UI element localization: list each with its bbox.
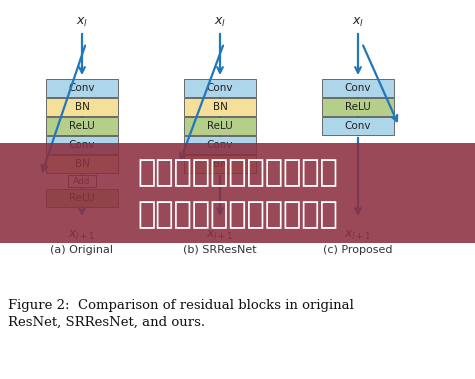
Text: Conv: Conv bbox=[69, 83, 95, 93]
Bar bbox=[322, 117, 394, 135]
Text: BN: BN bbox=[75, 159, 89, 169]
Bar bbox=[184, 136, 256, 154]
Text: BN: BN bbox=[213, 102, 228, 112]
Bar bbox=[46, 189, 118, 207]
Text: BN: BN bbox=[213, 159, 228, 169]
Bar bbox=[322, 79, 394, 97]
Text: ReLU: ReLU bbox=[345, 102, 371, 112]
Bar bbox=[184, 98, 256, 116]
Text: ReLU: ReLU bbox=[207, 121, 233, 131]
Bar bbox=[46, 117, 118, 135]
Text: Conv: Conv bbox=[345, 83, 371, 93]
Bar bbox=[46, 98, 118, 116]
Bar bbox=[0, 143, 475, 243]
Bar bbox=[46, 79, 118, 97]
Bar bbox=[46, 155, 118, 173]
Text: $x_{l+1}$: $x_{l+1}$ bbox=[344, 229, 372, 242]
Text: $x_l$: $x_l$ bbox=[76, 16, 88, 29]
Text: Conv: Conv bbox=[345, 121, 371, 131]
Text: 全面解析及其功能深度详: 全面解析及其功能深度详 bbox=[138, 200, 338, 230]
Text: Conv: Conv bbox=[207, 140, 233, 150]
Text: Figure 2:  Comparison of residual blocks in original
ResNet, SRResNet, and ours.: Figure 2: Comparison of residual blocks … bbox=[8, 299, 354, 329]
Text: Conv: Conv bbox=[207, 83, 233, 93]
Text: $x_l$: $x_l$ bbox=[352, 16, 364, 29]
Bar bbox=[184, 117, 256, 135]
Text: Add: Add bbox=[73, 177, 91, 185]
Text: (c) Proposed: (c) Proposed bbox=[323, 245, 393, 255]
Text: $x_{l+1}$: $x_{l+1}$ bbox=[68, 229, 96, 242]
Bar bbox=[46, 136, 118, 154]
Text: BN: BN bbox=[75, 102, 89, 112]
Bar bbox=[184, 79, 256, 97]
Text: 我的世界偵測器合成材料: 我的世界偵測器合成材料 bbox=[138, 158, 338, 188]
Text: $x_{l+1}$: $x_{l+1}$ bbox=[206, 229, 234, 242]
Bar bbox=[68, 175, 96, 187]
Bar bbox=[184, 155, 256, 173]
Text: (a) Original: (a) Original bbox=[50, 245, 114, 255]
Bar bbox=[68, 175, 96, 187]
Text: ReLU: ReLU bbox=[69, 193, 95, 203]
Text: $x_l$: $x_l$ bbox=[214, 16, 226, 29]
Text: ReLU: ReLU bbox=[69, 121, 95, 131]
Text: Conv: Conv bbox=[69, 140, 95, 150]
Text: (b) SRResNet: (b) SRResNet bbox=[183, 245, 257, 255]
Bar bbox=[322, 98, 394, 116]
